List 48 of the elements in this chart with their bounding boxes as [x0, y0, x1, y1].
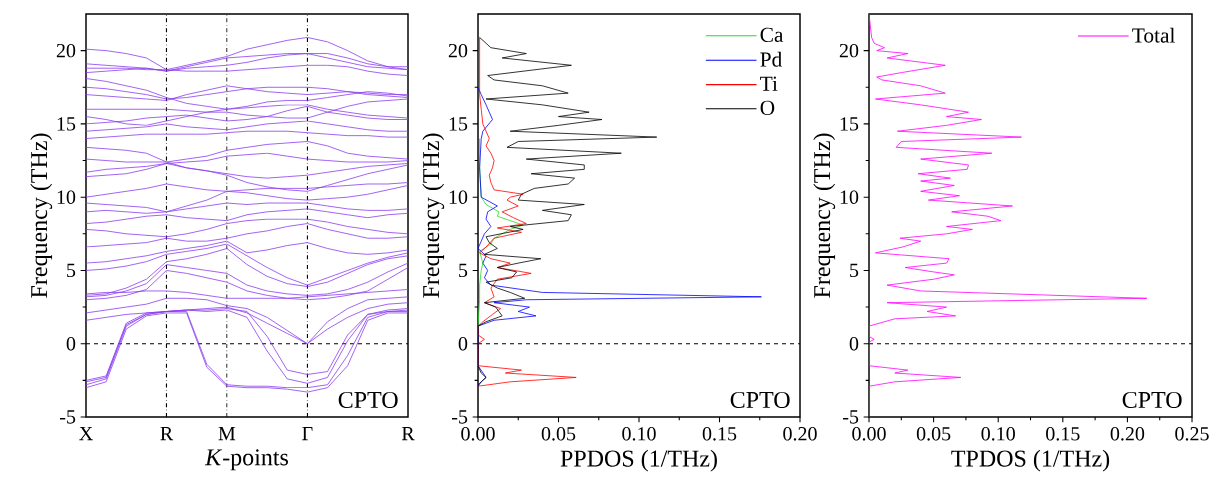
x-tick-label: R: [401, 427, 415, 441]
x-tick-label: 0.25: [1175, 427, 1209, 441]
x-axis-title: TPDOS (1/THz): [951, 449, 1110, 472]
y-tick-label: 0: [66, 336, 76, 351]
x-axis-title: K-points: [204, 449, 288, 471]
y-tick-label: -5: [452, 410, 468, 424]
y-tick-label: 0: [849, 336, 859, 351]
y-tick-label: 15: [449, 117, 468, 131]
legend-label: O: [760, 100, 775, 116]
y-tick-label: 15: [840, 117, 859, 131]
x-tick-label: M: [218, 427, 236, 441]
x-tick-label: 0.20: [783, 427, 817, 441]
x-axis-title: PPDOS (1/THz): [560, 449, 717, 472]
legend-label: Ca: [760, 27, 784, 42]
y-tick-label: 10: [449, 190, 468, 204]
y-tick-label: 10: [840, 190, 859, 204]
annotation: CPTO: [1122, 391, 1182, 409]
x-tick-label: 0.10: [981, 427, 1015, 441]
y-tick-label: -5: [843, 410, 859, 424]
y-tick-label: 10: [57, 190, 76, 204]
x-tick-label: 0.05: [541, 427, 576, 441]
x-tick-label: X: [79, 427, 93, 441]
y-axis-title: Frequency (THz): [422, 133, 445, 298]
y-tick-label: 5: [850, 263, 859, 278]
legend-label: Ti: [760, 76, 778, 91]
x-tick-label: 0.15: [1046, 427, 1080, 441]
y-tick-label: 20: [839, 43, 859, 58]
x-tick-label: 0.15: [702, 427, 737, 441]
x-tick-label: 0.20: [1110, 427, 1145, 441]
y-tick-label: 20: [448, 43, 468, 58]
x-tick-label: 0.10: [622, 427, 656, 441]
y-axis-title: Frequency (THz): [30, 133, 53, 298]
y-tick-label: 0: [458, 336, 468, 351]
x-tick-label: 0.00: [461, 427, 495, 441]
y-tick-label: -5: [60, 410, 76, 424]
x-tick-label: 0.05: [916, 427, 951, 441]
x-tick-label: 0.00: [852, 427, 886, 441]
annotation: CPTO: [730, 391, 790, 409]
y-tick-label: 20: [56, 43, 76, 58]
y-axis-title: Frequency (THz): [813, 133, 836, 298]
legend-label: Pd: [760, 51, 782, 67]
x-tick-label: Γ: [302, 427, 313, 441]
x-tick-label: R: [160, 427, 174, 441]
y-tick-label: 5: [459, 263, 468, 278]
y-tick-label: 5: [67, 263, 76, 278]
legend-label: Total: [1132, 27, 1175, 43]
y-tick-label: 15: [57, 117, 76, 131]
annotation: CPTO: [338, 391, 398, 409]
